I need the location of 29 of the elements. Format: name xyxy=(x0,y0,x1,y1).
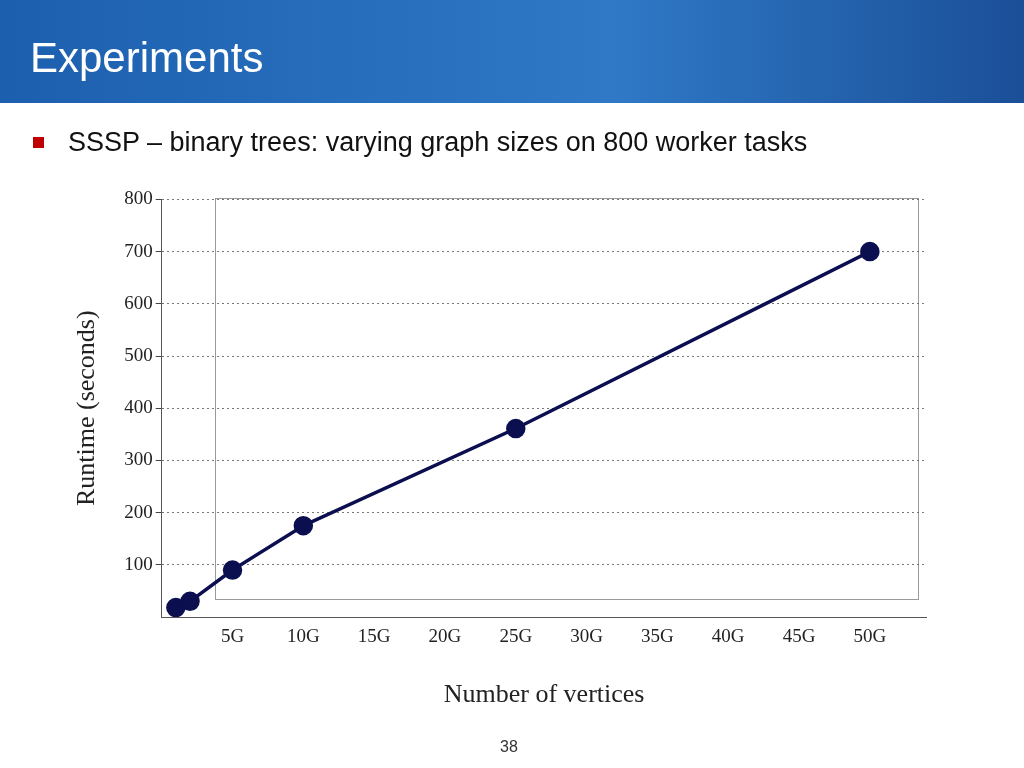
x-tick-label: 30G xyxy=(570,625,604,647)
text: 38 xyxy=(500,738,518,756)
y-tick-label: 200 xyxy=(124,500,153,522)
x-tick-label: 45G xyxy=(782,625,816,647)
y-tick-label: 100 xyxy=(124,552,153,574)
y-tick-label: 400 xyxy=(124,396,153,418)
y-tick-label: 600 xyxy=(124,291,153,313)
chart-title: Experiments xyxy=(30,34,264,82)
x-tick-label: 50G xyxy=(853,625,887,647)
x-tick-label: 15G xyxy=(357,625,391,647)
point xyxy=(293,515,314,536)
y-tick-label: 800 xyxy=(124,187,153,209)
x-axis-title: Number of vertices xyxy=(443,679,645,709)
y-tick-label: 700 xyxy=(124,239,153,261)
point xyxy=(506,418,526,439)
chart-subtitle: SSSP – binary trees: varying graph sizes on 800 worker tasks xyxy=(68,127,808,158)
x-tick-label: 35G xyxy=(641,625,675,647)
y-tick-label: 500 xyxy=(124,343,153,365)
y-tick-label: 300 xyxy=(124,448,153,470)
point xyxy=(222,560,243,580)
x-tick-label: 5G xyxy=(220,625,245,647)
point xyxy=(180,591,200,612)
x-tick-label: 25G xyxy=(499,625,533,647)
x-tick-label: 40G xyxy=(711,625,745,647)
x-tick-label: 10G xyxy=(286,625,320,647)
point xyxy=(166,597,186,617)
x-tick-label: 20G xyxy=(428,625,462,647)
y-axis-title: Runtime (seconds) xyxy=(71,310,101,507)
point xyxy=(860,241,880,262)
